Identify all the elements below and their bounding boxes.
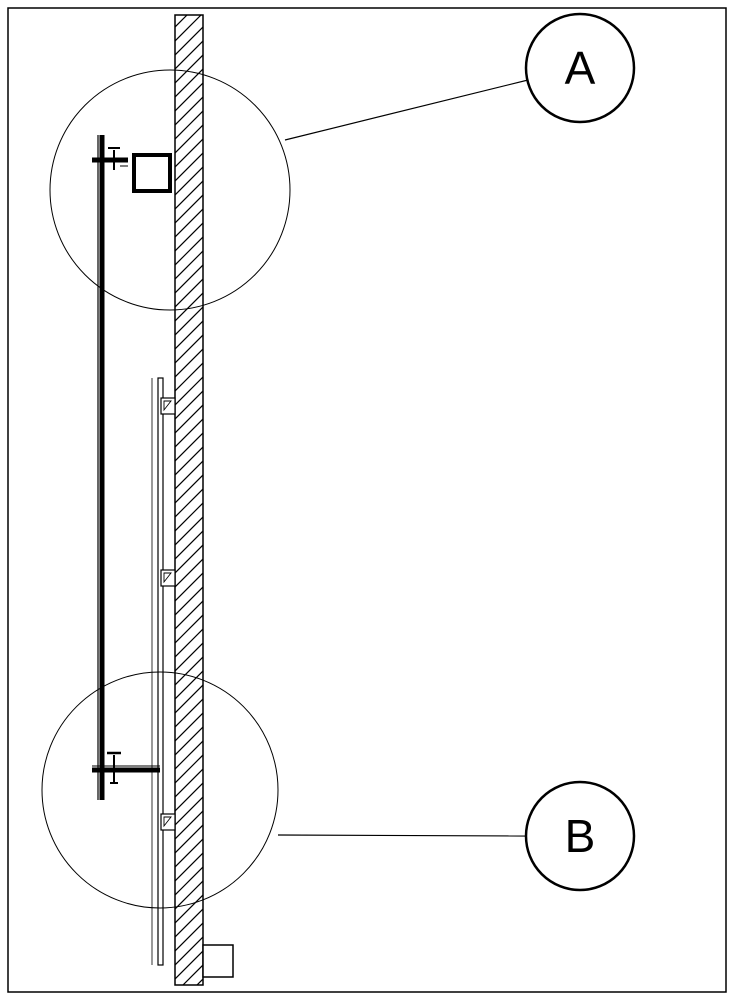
standoff-bracket bbox=[161, 398, 175, 414]
standoff-bracket bbox=[161, 570, 175, 586]
standoff-bracket bbox=[161, 814, 175, 830]
leader-line-B bbox=[278, 835, 526, 836]
leader-line-A bbox=[285, 80, 528, 140]
floor-block bbox=[203, 945, 233, 977]
callout-label-A: A bbox=[565, 42, 596, 94]
wall-hatch bbox=[173, 0, 205, 1000]
mounting-rail bbox=[158, 378, 163, 965]
callout-label-B: B bbox=[565, 810, 596, 862]
